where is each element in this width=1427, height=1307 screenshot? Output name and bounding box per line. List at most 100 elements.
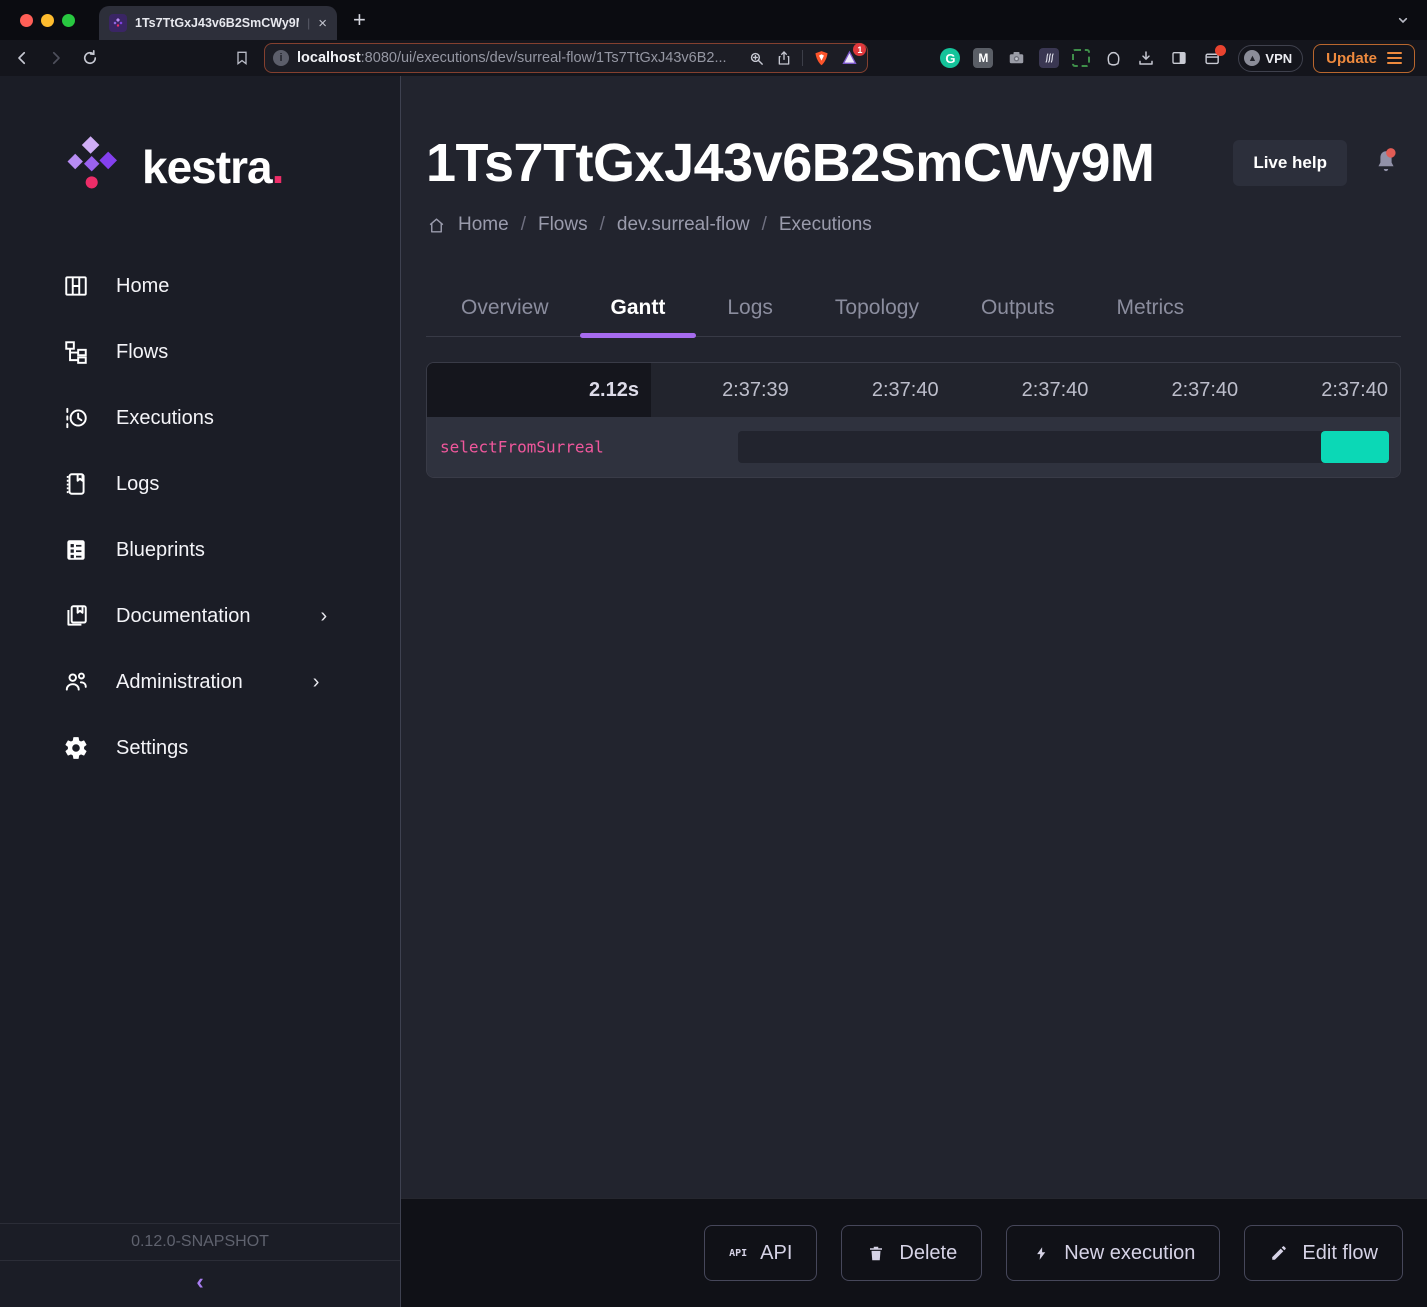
kestra-logo[interactable]: kestra. [62, 134, 400, 200]
wave-extension-icon[interactable] [1039, 48, 1060, 68]
sidebar-item-label: Settings [116, 736, 189, 759]
sidebar-item-home[interactable]: Home [62, 262, 400, 310]
brave-shield-icon[interactable] [811, 48, 831, 68]
ballot-icon [62, 536, 90, 564]
edit-flow-button-label: Edit flow [1302, 1241, 1378, 1264]
tab-title-separator: | [307, 16, 311, 30]
update-button[interactable]: Update [1313, 43, 1415, 73]
breadcrumb-home[interactable]: Home [458, 214, 509, 235]
share-icon[interactable] [774, 48, 794, 68]
sidebar-item-documentation[interactable]: Documentation › [62, 592, 400, 640]
breadcrumb-separator: / [599, 214, 605, 235]
blob-extension-icon[interactable] [1103, 48, 1123, 68]
notebook-icon [62, 470, 90, 498]
urlbar-divider [802, 50, 804, 66]
kestra-app: kestra. Home Flows Executions [0, 76, 1427, 1307]
time-tick: 2:37:40 [1021, 378, 1089, 401]
wallet-notification-dot [1215, 45, 1227, 56]
url-path: :8080/ui/executions/dev/surreal-flow/1Ts… [360, 50, 727, 66]
back-button[interactable] [12, 48, 32, 68]
forward-button[interactable] [46, 48, 66, 68]
m-extension-icon[interactable]: M [973, 48, 994, 68]
execution-action-bar: API API Delete New execution Edit flow [401, 1198, 1427, 1307]
main-panel: 1Ts7TtGxJ43v6B2SmCWy9M Live help Home / … [401, 76, 1427, 1307]
window-minimize-button[interactable] [41, 13, 54, 27]
gantt-header: 2.12s 2:37:39 2:37:40 2:37:40 2:37:40 2:… [427, 363, 1400, 417]
gantt-bar[interactable] [1321, 431, 1389, 463]
sidebar: kestra. Home Flows Executions [0, 76, 401, 1307]
gantt-duration-label: 2.12s [427, 363, 651, 417]
window-zoom-button[interactable] [62, 13, 75, 27]
delete-button[interactable]: Delete [841, 1225, 983, 1281]
address-bar[interactable]: i localhost:8080/ui/executions/dev/surre… [264, 43, 869, 73]
tab-metrics[interactable]: Metrics [1116, 296, 1185, 319]
url-text[interactable]: localhost:8080/ui/executions/dev/surreal… [297, 50, 738, 66]
api-icon: API [729, 1247, 748, 1259]
camera-extension-icon[interactable] [1006, 48, 1026, 68]
sidebar-menu: Home Flows Executions Logs [0, 262, 400, 772]
new-execution-button[interactable]: New execution [1006, 1225, 1221, 1281]
sidebar-item-flows[interactable]: Flows [62, 328, 400, 376]
new-execution-button-label: New execution [1064, 1241, 1196, 1264]
menu-hamburger-icon[interactable] [1387, 52, 1402, 64]
breadcrumb-flow-id[interactable]: dev.surreal-flow [616, 214, 750, 235]
update-label: Update [1326, 49, 1377, 67]
browser-tab-title: 1Ts7TtGxJ43v6B2SmCWy9M [135, 16, 300, 30]
edit-flow-button[interactable]: Edit flow [1244, 1225, 1403, 1281]
api-button[interactable]: API API [704, 1225, 818, 1281]
tab-topology[interactable]: Topology [834, 296, 919, 319]
new-tab-button[interactable]: + [353, 7, 366, 32]
tab-overview[interactable]: Overview [461, 296, 549, 319]
book-multiple-icon [62, 602, 90, 630]
sidebar-item-administration[interactable]: Administration › [62, 658, 400, 706]
wallet-icon[interactable] [1202, 45, 1227, 68]
sidebar-toggle-icon[interactable] [1169, 48, 1189, 68]
time-tick: 2:37:40 [1171, 378, 1239, 401]
brave-rewards-icon[interactable]: 1 [839, 43, 867, 68]
sidebar-item-executions[interactable]: Executions [62, 394, 400, 442]
page-title: 1Ts7TtGxJ43v6B2SmCWy9M [426, 133, 1155, 193]
sidebar-item-label: Flows [116, 340, 169, 363]
downloads-icon[interactable] [1136, 48, 1156, 68]
sidebar-item-label: Administration [116, 670, 243, 693]
screen-capture-extension-icon[interactable] [1072, 49, 1091, 67]
sidebar-footer: 0.12.0-SNAPSHOT ‹ [0, 1223, 400, 1307]
sidebar-item-settings[interactable]: Settings [62, 724, 400, 772]
tab-gantt[interactable]: Gantt [579, 282, 697, 338]
breadcrumb-executions[interactable]: Executions [778, 214, 872, 235]
grammarly-extension-icon[interactable]: G [940, 48, 961, 68]
home-icon[interactable] [426, 215, 446, 235]
sidebar-item-label: Home [116, 274, 170, 297]
site-info-icon[interactable]: i [273, 50, 289, 66]
tab-outputs[interactable]: Outputs [980, 296, 1055, 319]
rewards-badge: 1 [853, 43, 867, 56]
breadcrumb-flows[interactable]: Flows [537, 214, 588, 235]
gear-icon [62, 734, 90, 762]
tab-close-icon[interactable]: × [318, 14, 327, 32]
bookmark-icon[interactable] [232, 48, 252, 68]
window-close-button[interactable] [20, 13, 33, 27]
sidebar-item-blueprints[interactable]: Blueprints [62, 526, 400, 574]
gantt-time-axis: 2:37:39 2:37:40 2:37:40 2:37:40 2:37:40 [651, 363, 1400, 417]
tab-search-chevron-icon[interactable] [1393, 10, 1413, 30]
notifications-bell-icon[interactable] [1373, 148, 1401, 178]
breadcrumb-separator: / [761, 214, 767, 235]
sidebar-item-label: Documentation [116, 604, 251, 627]
chevron-right-icon: › [320, 604, 328, 627]
lightning-icon [1031, 1243, 1051, 1263]
chevron-right-icon: › [312, 670, 320, 693]
task-label[interactable]: selectFromSurreal [440, 437, 604, 457]
delete-button-label: Delete [899, 1241, 958, 1264]
browser-tab[interactable]: 1Ts7TtGxJ43v6B2SmCWy9M | × [99, 6, 337, 40]
version-label: 0.12.0-SNAPSHOT [0, 1223, 400, 1260]
sidebar-collapse-button[interactable]: ‹ [0, 1260, 400, 1307]
reload-button[interactable] [80, 48, 100, 68]
live-help-button[interactable]: Live help [1233, 140, 1347, 186]
vpn-button[interactable]: ▲ VPN [1238, 44, 1304, 72]
extensions-row: G M [940, 45, 1227, 68]
time-tick: 2:37:39 [722, 378, 789, 401]
sidebar-item-logs[interactable]: Logs [62, 460, 400, 508]
browser-titlebar: 1Ts7TtGxJ43v6B2SmCWy9M | × + [0, 0, 1427, 40]
tab-logs[interactable]: Logs [727, 296, 773, 319]
zoom-page-icon[interactable] [746, 48, 766, 68]
